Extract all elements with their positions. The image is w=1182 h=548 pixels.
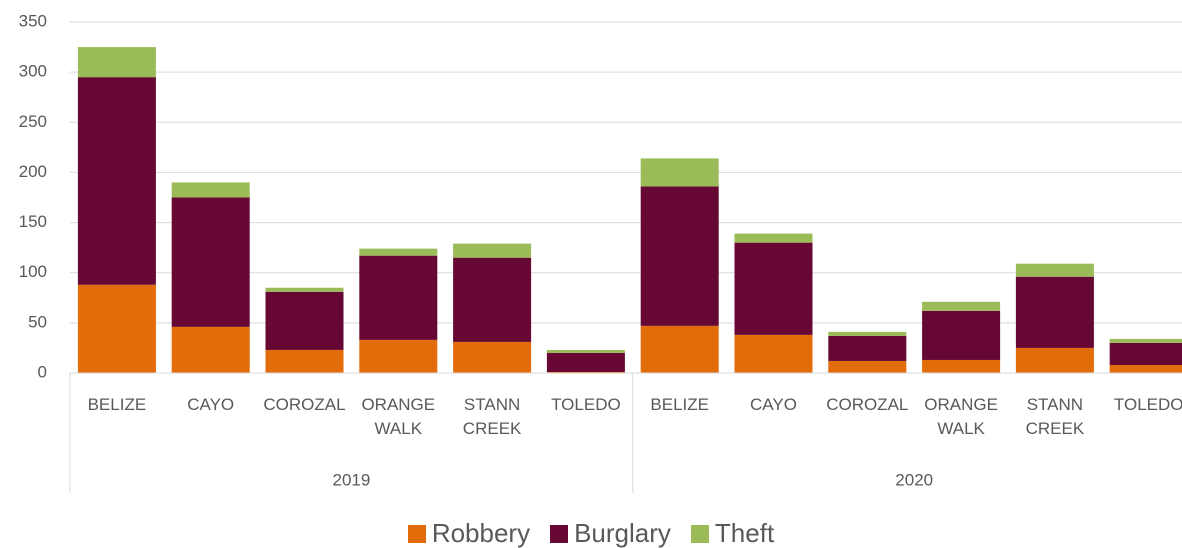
legend-swatch: [550, 525, 569, 543]
group-label: 2019: [332, 470, 370, 489]
legend-swatch: [690, 525, 709, 543]
bar-segment: [1015, 263, 1094, 277]
bar-segment: [359, 339, 438, 373]
bar-segment: [453, 243, 532, 258]
bar-segment: [546, 371, 625, 373]
group-label: 2020: [895, 470, 933, 489]
bar-segment: [1109, 338, 1182, 343]
bar-segment: [640, 158, 719, 187]
x-tick-label: TOLEDO: [551, 395, 621, 414]
bar-segment: [922, 310, 1001, 360]
bar-segment: [734, 233, 813, 243]
legend-swatch: [407, 525, 426, 543]
legend-item: Burglary: [550, 518, 671, 548]
y-tick-label: 250: [19, 112, 47, 131]
x-tick-label: BELIZE: [650, 395, 709, 414]
legend-item: Robbery: [407, 518, 531, 548]
bar-segment: [640, 325, 719, 373]
x-tick-label: CAYO: [187, 395, 235, 414]
bar-segment: [171, 326, 250, 373]
y-tick-label: 300: [19, 62, 47, 81]
bar-segment: [1015, 276, 1094, 348]
bar-segment: [734, 242, 813, 335]
bar-segment: [171, 197, 250, 327]
x-tick-label: ORANGE WALK: [361, 395, 436, 438]
bar-segment: [171, 182, 250, 198]
bar-segment: [1109, 364, 1182, 373]
x-tick-label: STANN CREEK: [1025, 395, 1085, 438]
bar-segment: [77, 284, 156, 373]
y-tick-label: 150: [19, 212, 47, 231]
bar-segment: [1015, 347, 1094, 373]
y-tick-label: 350: [19, 11, 47, 30]
bar-segment: [359, 248, 438, 256]
bar-segment: [77, 47, 156, 78]
bar-segment: [828, 360, 907, 373]
x-tick-label: COROZAL: [263, 395, 346, 414]
x-tick-label: TOLEDO: [1113, 395, 1182, 414]
bar-segment: [359, 255, 438, 340]
bar-segment: [453, 341, 532, 373]
bar-segment: [922, 301, 1001, 311]
bar-segment: [546, 349, 625, 353]
y-tick-label: 50: [28, 312, 47, 331]
y-tick-label: 200: [19, 162, 47, 181]
bar-segment: [1109, 342, 1182, 365]
legend-label: Theft: [714, 518, 775, 548]
x-tick-label: BELIZE: [87, 395, 147, 414]
bar-segment: [828, 335, 907, 361]
legend-label: Robbery: [431, 518, 531, 548]
bar-segment: [922, 359, 1001, 373]
bar-segment: [265, 287, 344, 292]
legend-item: Theft: [690, 518, 775, 548]
legend: Robbery Burglary Theft: [0, 518, 1182, 548]
bar-segment: [828, 331, 907, 336]
legend-label: Burglary: [574, 518, 671, 548]
bar-segment: [265, 291, 344, 350]
y-tick-label: 0: [38, 362, 47, 381]
x-tick-label: CAYO: [750, 395, 797, 414]
bar-segment: [453, 257, 532, 342]
bar-segment: [265, 349, 344, 373]
x-tick-label: COROZAL: [826, 395, 909, 414]
x-tick-label: STANN CREEK: [462, 395, 522, 438]
bar-segment: [640, 186, 719, 326]
bar-segment: [546, 352, 625, 372]
y-tick-label: 100: [19, 262, 47, 281]
bar-segment: [734, 334, 813, 373]
bar-segment: [77, 77, 156, 285]
x-tick-label: ORANGE WALK: [924, 395, 998, 438]
